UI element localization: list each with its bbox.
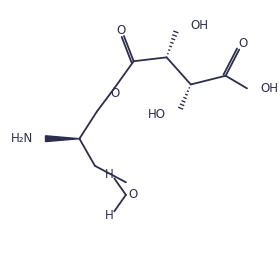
Text: H: H xyxy=(105,168,114,181)
Text: H₂N: H₂N xyxy=(11,132,33,145)
Polygon shape xyxy=(46,136,80,142)
Text: OH: OH xyxy=(191,19,209,32)
Text: O: O xyxy=(116,24,126,37)
Text: H: H xyxy=(105,209,114,222)
Text: O: O xyxy=(111,87,120,100)
Text: O: O xyxy=(239,37,248,50)
Text: OH: OH xyxy=(260,82,279,95)
Text: HO: HO xyxy=(148,108,165,121)
Text: O: O xyxy=(128,188,137,201)
